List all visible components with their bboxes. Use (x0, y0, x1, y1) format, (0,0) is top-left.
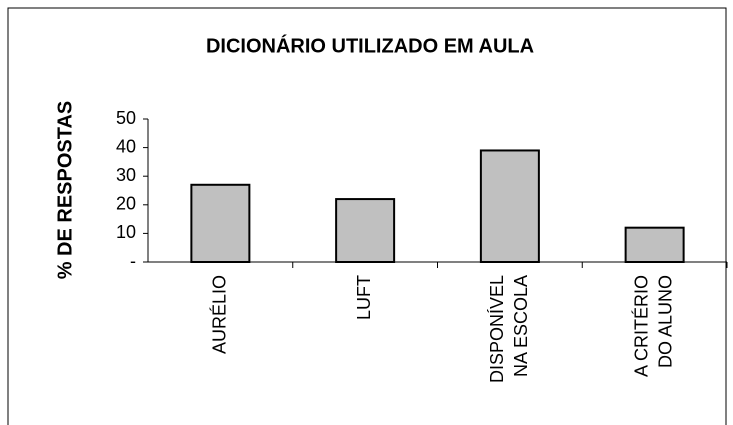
bar (335, 198, 396, 263)
y-tick-label: 50 (116, 108, 136, 128)
y-tick-label: - (130, 251, 136, 271)
bar (624, 226, 685, 263)
frame (7, 7, 727, 425)
chart-title: DICIONÁRIO UTILIZADO EM AULA (206, 34, 534, 57)
y-tick-label: 10 (116, 222, 136, 242)
x-tick-label: DISPONÍVEL NA ESCOLA (487, 275, 531, 383)
bar (190, 183, 251, 263)
x-tick-label: LUFT (354, 275, 374, 320)
y-axis-label: % DE RESPOSTAS (54, 101, 76, 280)
x-tick-label: AURÉLIO (209, 275, 229, 354)
x-tick-label: A CRITÉRIO DO ALUNO (631, 275, 675, 377)
bar (479, 149, 540, 264)
y-tick-label: 40 (116, 136, 136, 156)
y-tick-label: 30 (116, 165, 136, 185)
y-tick-label: 20 (116, 194, 136, 214)
